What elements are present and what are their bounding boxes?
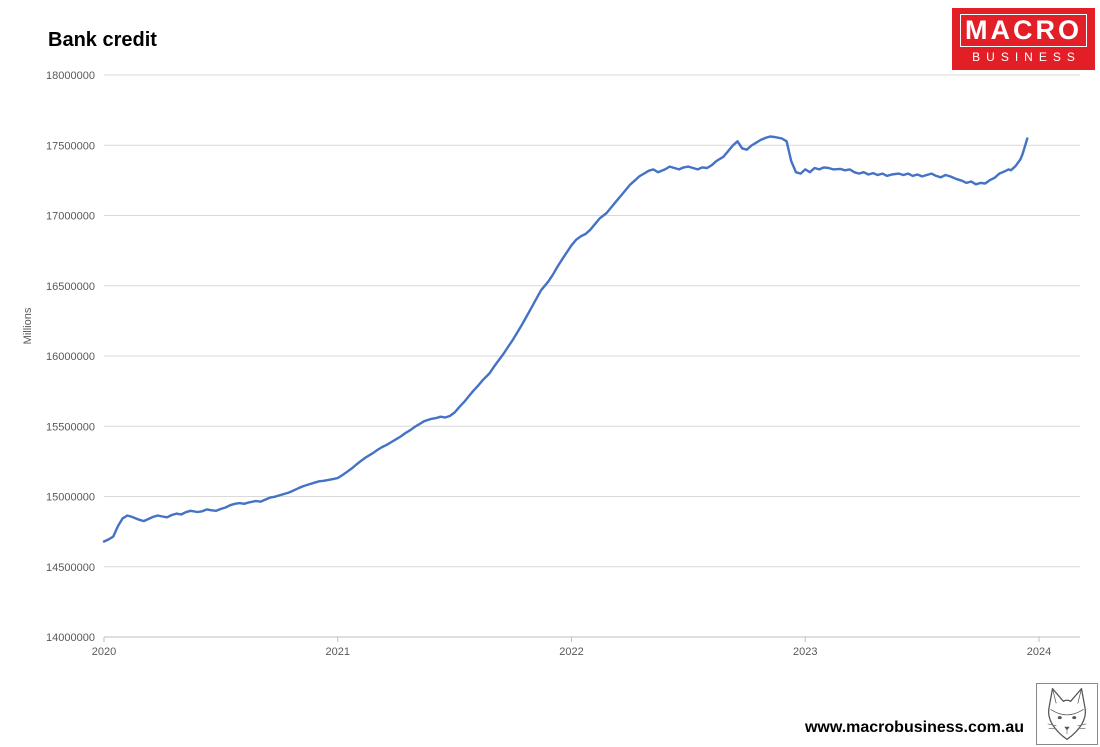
fox-logo-box — [1036, 683, 1098, 745]
y-tick-label: 16000000 — [46, 351, 95, 363]
x-tick-label: 2020 — [92, 646, 116, 658]
x-tick-label: 2024 — [1027, 646, 1051, 658]
y-tick-label: 15500000 — [46, 421, 95, 433]
footer-url: www.macrobusiness.com.au — [804, 719, 1024, 736]
fox-logo-icon — [1047, 687, 1087, 741]
y-tick-label: 17500000 — [46, 140, 95, 152]
y-tick-label: 15000000 — [46, 492, 95, 504]
y-tick-label: 14500000 — [46, 562, 95, 574]
y-tick-label: 17000000 — [46, 211, 95, 223]
logo-text-macro: MACRO — [965, 14, 1082, 45]
logo-text-business: BUSINESS — [972, 50, 1081, 65]
chart-title: Bank credit — [48, 29, 157, 51]
x-tick-label: 2022 — [559, 646, 583, 658]
logo-frame: MACRO — [960, 13, 1087, 48]
macrobusiness-logo: MACRO BUSINESS — [952, 8, 1095, 70]
y-tick-label: 14000000 — [46, 632, 95, 644]
x-tick-label: 2023 — [793, 646, 817, 658]
y-tick-label: 16500000 — [46, 281, 95, 293]
bank-credit-series-line — [102, 135, 1029, 543]
y-tick-label: 18000000 — [46, 70, 95, 82]
x-tick-label: 2021 — [326, 646, 350, 658]
